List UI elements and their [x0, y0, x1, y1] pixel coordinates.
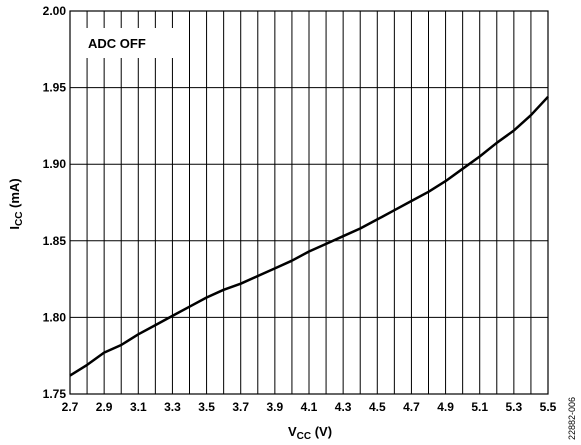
y-tick-label: 2.00 [43, 4, 67, 18]
y-axis-title: ICC (mA) [7, 178, 25, 229]
x-tick-label: 3.9 [267, 400, 284, 414]
series-layer [69, 95, 549, 377]
x-tick-label: 3.1 [130, 400, 147, 414]
x-tick-label: 4.3 [335, 400, 352, 414]
figure-id: 22882-006 [567, 397, 577, 440]
y-tick-label: 1.80 [43, 310, 67, 324]
grid-lines [70, 11, 548, 394]
y-tick-label: 1.75 [43, 387, 67, 401]
y-tick-labels: 1.75 1.80 1.85 1.90 1.95 2.00 [43, 4, 67, 401]
y-tick-label: 1.95 [43, 81, 67, 95]
series-line-icc [69, 95, 549, 377]
x-tick-label: 3.3 [164, 400, 181, 414]
x-tick-label: 2.9 [96, 400, 113, 414]
x-tick-label: 3.7 [232, 400, 249, 414]
x-tick-label: 5.1 [471, 400, 488, 414]
x-tick-label: 4.5 [369, 400, 386, 414]
x-axis-title: VCC (V) [288, 424, 332, 442]
x-tick-label: 5.5 [540, 400, 557, 414]
x-tick-label: 4.9 [437, 400, 454, 414]
x-tick-label: 4.1 [301, 400, 318, 414]
y-tick-label: 1.90 [43, 157, 67, 171]
x-tick-label: 5.3 [506, 400, 523, 414]
y-tick-label: 1.85 [43, 234, 67, 248]
plot-frame [69, 10, 549, 395]
annotation-box [79, 28, 173, 58]
x-tick-label: 3.5 [198, 400, 215, 414]
x-tick-labels: 2.7 2.9 3.1 3.3 3.5 3.7 3.9 4.1 4.3 4.5 4.7 4.9 5.1 5… [62, 400, 557, 414]
annotation-adc-off: ADC OFF [88, 36, 146, 51]
x-tick-label: 2.7 [62, 400, 79, 414]
x-tick-label: 4.7 [403, 400, 420, 414]
